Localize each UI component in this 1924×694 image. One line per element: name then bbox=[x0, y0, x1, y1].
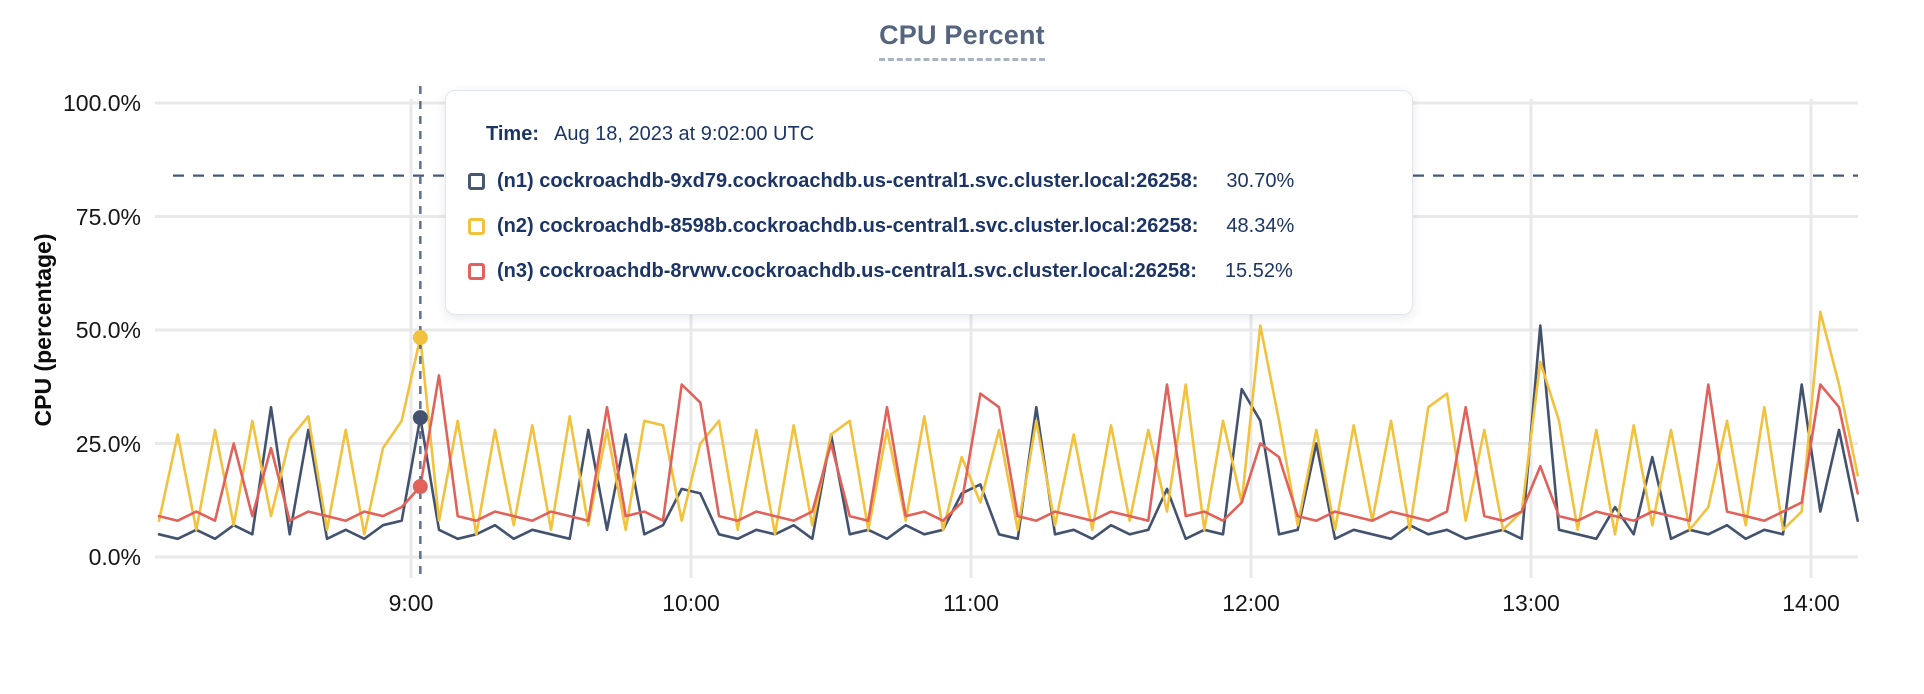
tooltip-series-name: (n3) cockroachdb-8rvwv.cockroachdb.us-ce… bbox=[497, 260, 1197, 282]
tooltip-time-row: Time: Aug 18, 2023 at 9:02:00 UTC bbox=[468, 117, 1382, 151]
tooltip-row-n3: (n3) cockroachdb-8rvwv.cockroachdb.us-ce… bbox=[468, 249, 1382, 294]
series-swatch-n2-icon bbox=[468, 218, 485, 235]
x-tick-label: 12:00 bbox=[1222, 590, 1280, 616]
tooltip-series-value: 48.34% bbox=[1226, 215, 1295, 237]
y-tick-label: 100.0% bbox=[62, 90, 141, 116]
y-tick-label: 25.0% bbox=[75, 430, 141, 457]
tooltip-time-label: Time: bbox=[486, 122, 539, 145]
y-tick-label: 75.0% bbox=[75, 203, 141, 230]
x-tick-label: 14:00 bbox=[1782, 590, 1840, 616]
x-tick-label: 9:00 bbox=[388, 590, 434, 616]
y-tick-label: 0.0% bbox=[88, 544, 141, 570]
chart-title-wrap: CPU Percent bbox=[0, 20, 1924, 61]
tooltip-time-value: Aug 18, 2023 at 9:02:00 UTC bbox=[553, 122, 815, 145]
tooltip-series-value: 30.70% bbox=[1226, 170, 1295, 192]
x-tick-label: 13:00 bbox=[1502, 590, 1560, 616]
tooltip-series-name: (n1) cockroachdb-9xd79.cockroachdb.us-ce… bbox=[497, 170, 1199, 192]
hover-tooltip: Time: Aug 18, 2023 at 9:02:00 UTC (n1) c… bbox=[445, 90, 1413, 315]
tooltip-series-name: (n2) cockroachdb-8598b.cockroachdb.us-ce… bbox=[497, 215, 1199, 237]
y-tick-label: 50.0% bbox=[75, 317, 141, 343]
tooltip-row-n2: (n2) cockroachdb-8598b.cockroachdb.us-ce… bbox=[468, 204, 1382, 249]
tooltip-series-value: 15.52% bbox=[1224, 260, 1293, 282]
series-swatch-n3-icon bbox=[468, 263, 485, 280]
chart-title[interactable]: CPU Percent bbox=[879, 20, 1045, 61]
series-swatch-n1-icon bbox=[468, 173, 485, 190]
x-tick-label: 10:00 bbox=[662, 590, 720, 616]
x-tick-label: 11:00 bbox=[943, 590, 999, 616]
tooltip-row-n1: (n1) cockroachdb-9xd79.cockroachdb.us-ce… bbox=[468, 159, 1382, 204]
